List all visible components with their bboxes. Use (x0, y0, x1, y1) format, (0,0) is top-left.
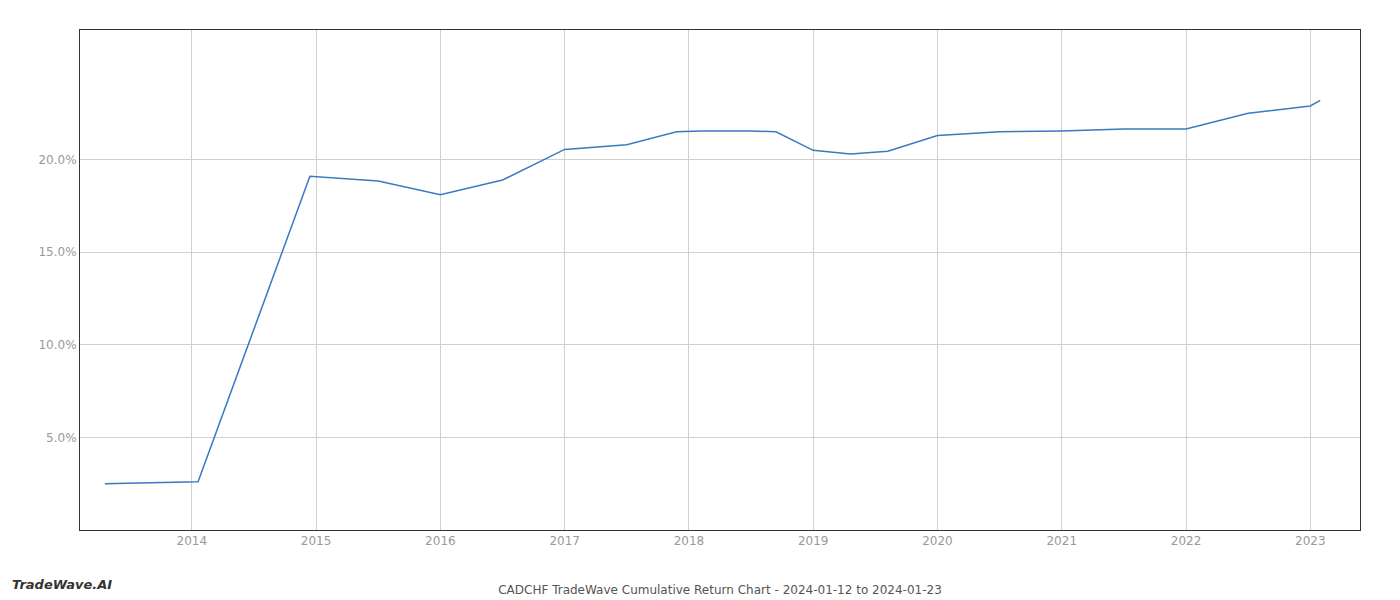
svg-text:20.0%: 20.0% (38, 153, 76, 167)
svg-text:CADCHF TradeWave Cumulative Re: CADCHF TradeWave Cumulative Return Chart… (498, 583, 942, 597)
svg-text:2019: 2019 (798, 534, 829, 548)
svg-text:TradeWave.AI: TradeWave.AI (12, 577, 112, 592)
svg-text:10.0%: 10.0% (38, 338, 76, 352)
svg-text:5.0%: 5.0% (46, 431, 77, 445)
svg-text:2018: 2018 (674, 534, 705, 548)
svg-text:2022: 2022 (1171, 534, 1202, 548)
svg-text:2021: 2021 (1046, 534, 1077, 548)
svg-text:15.0%: 15.0% (38, 245, 76, 259)
svg-text:2017: 2017 (549, 534, 580, 548)
svg-text:2020: 2020 (922, 534, 953, 548)
svg-text:2014: 2014 (177, 534, 208, 548)
svg-text:2015: 2015 (301, 534, 332, 548)
svg-text:2023: 2023 (1295, 534, 1326, 548)
svg-text:2016: 2016 (425, 534, 456, 548)
